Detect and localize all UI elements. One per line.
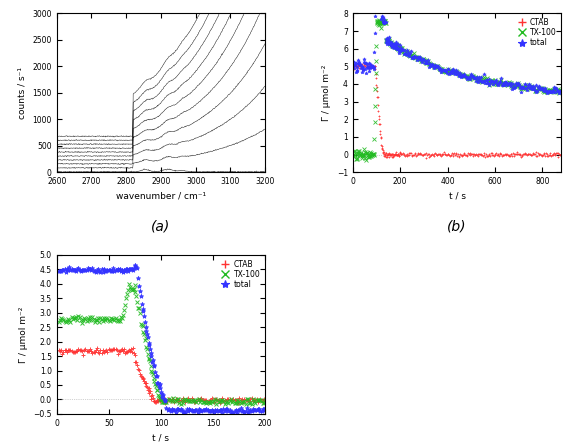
X-axis label: t / s: t / s xyxy=(448,192,466,201)
Y-axis label: counts / s⁻¹: counts / s⁻¹ xyxy=(18,67,27,119)
Text: (a): (a) xyxy=(151,220,171,234)
Legend: CTAB, TX-100, total: CTAB, TX-100, total xyxy=(511,15,560,50)
X-axis label: wavenumber / cm⁻¹: wavenumber / cm⁻¹ xyxy=(116,192,206,201)
Text: (b): (b) xyxy=(447,220,467,234)
X-axis label: t / s: t / s xyxy=(153,433,170,442)
Legend: CTAB, TX-100, total: CTAB, TX-100, total xyxy=(215,256,264,292)
Y-axis label: Γ / μmol m⁻²: Γ / μmol m⁻² xyxy=(19,306,28,363)
Y-axis label: Γ / μmol m⁻²: Γ / μmol m⁻² xyxy=(322,65,331,121)
